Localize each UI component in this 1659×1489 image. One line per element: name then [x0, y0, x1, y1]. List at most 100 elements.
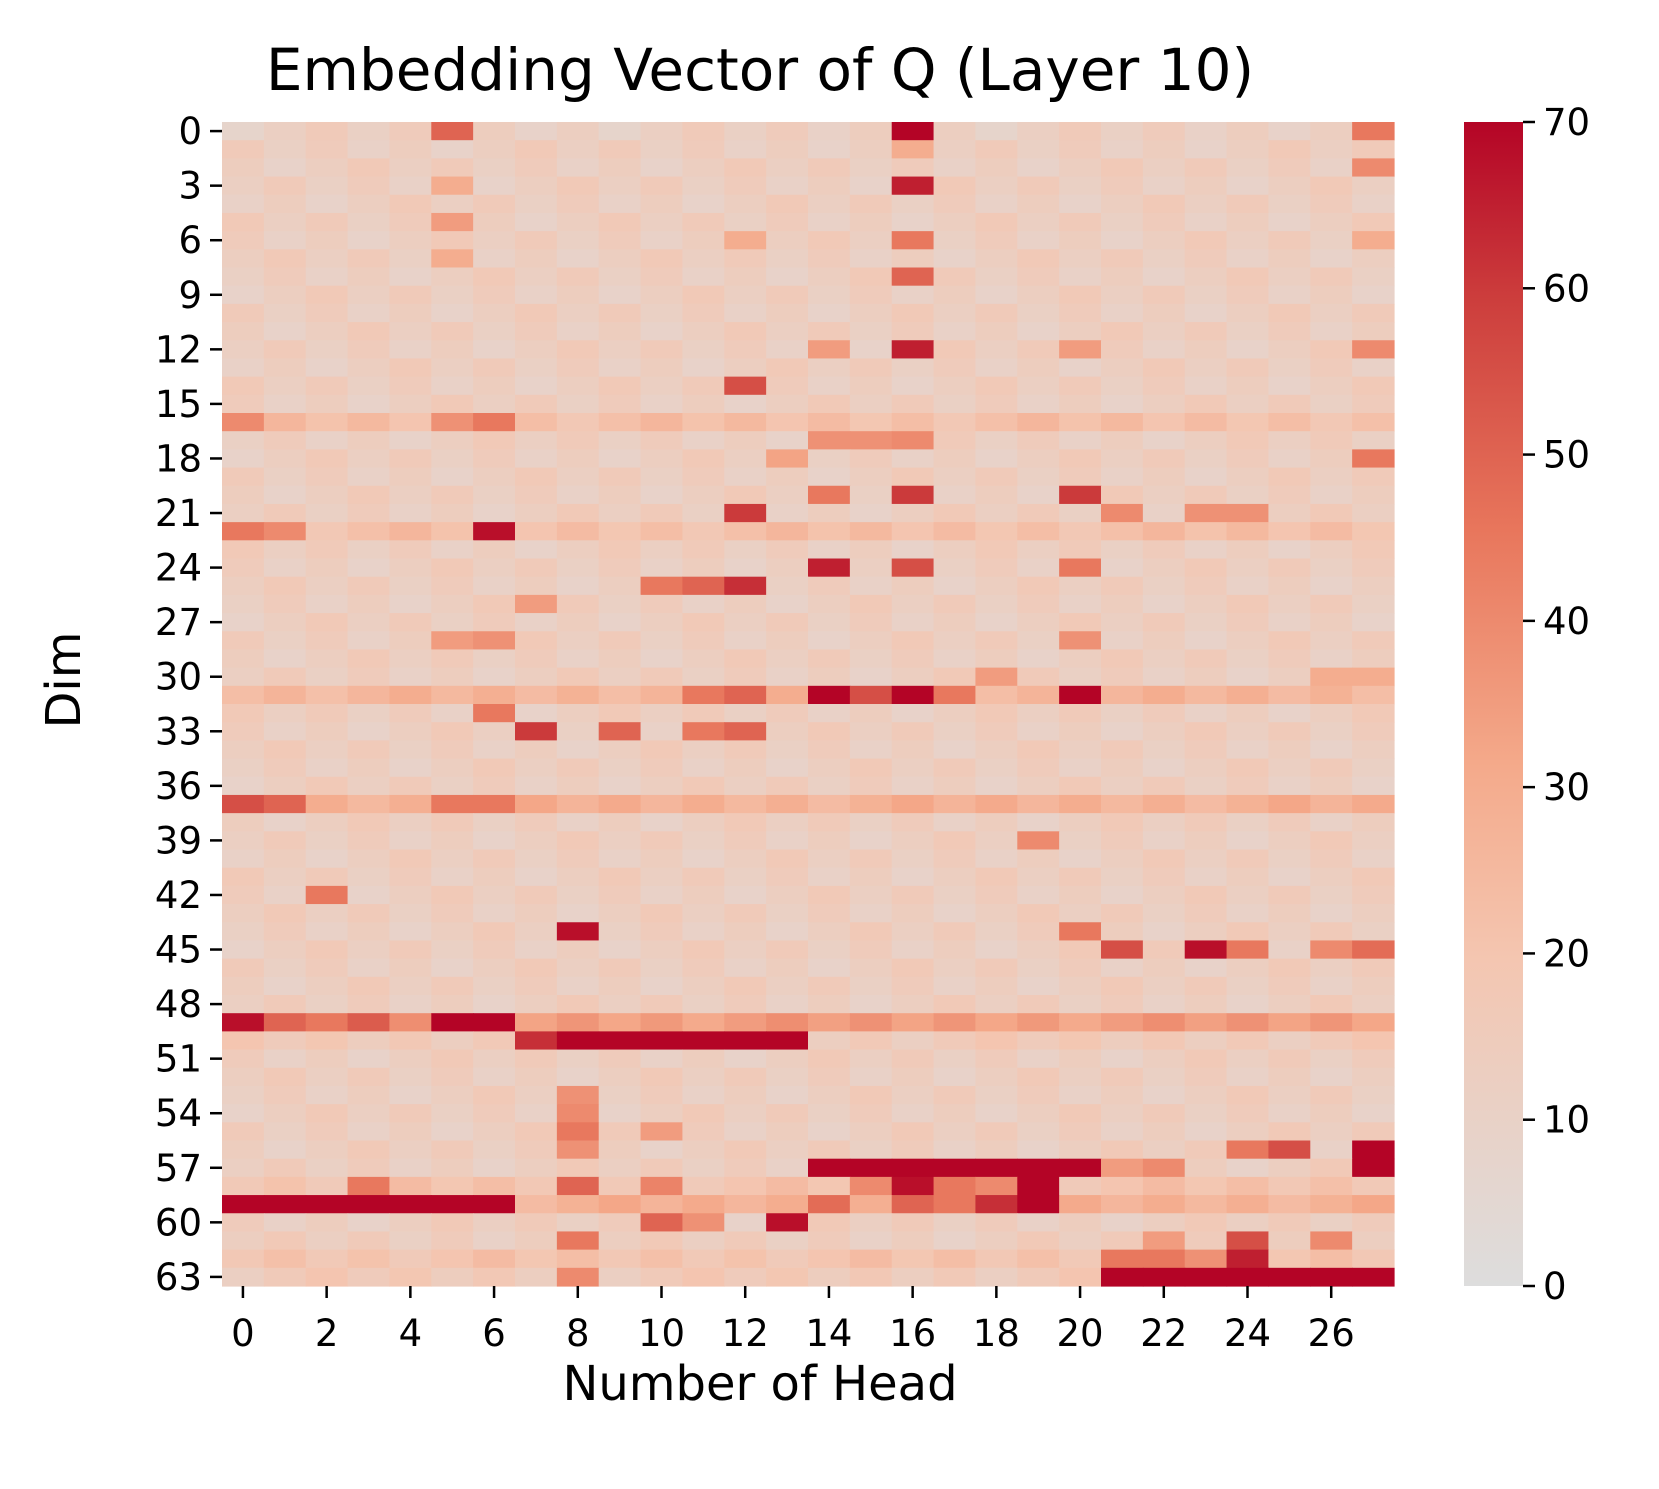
heatmap-cell: [724, 776, 767, 796]
heatmap-cell: [682, 322, 725, 341]
heatmap-cell: [1352, 394, 1395, 414]
heatmap-cell: [640, 1031, 684, 1051]
heatmap-cell: [1226, 122, 1270, 141]
heatmap-cell: [1184, 940, 1228, 960]
heatmap-cell: [891, 522, 935, 541]
heatmap-cell: [1142, 467, 1186, 487]
heatmap-cell: [389, 995, 432, 1014]
heatmap-cell: [1352, 503, 1395, 523]
heatmap-cell: [1017, 522, 1060, 541]
heatmap-cell: [1268, 358, 1311, 378]
heatmap-cell: [682, 1249, 725, 1269]
heatmap-cell: [347, 176, 391, 196]
heatmap-cell: [1352, 358, 1395, 378]
heatmap-cell: [1184, 1249, 1228, 1269]
heatmap-cell: [808, 413, 851, 432]
heatmap-cell: [1310, 358, 1353, 378]
heatmap-cell: [1017, 740, 1060, 760]
heatmap-cell: [1352, 1122, 1395, 1142]
heatmap-cell: [1352, 576, 1395, 596]
heatmap-cell: [263, 485, 307, 505]
heatmap-cell: [891, 267, 935, 287]
heatmap-cell: [263, 249, 307, 269]
heatmap-cell: [1310, 849, 1353, 869]
heatmap-cell: [1352, 885, 1395, 905]
heatmap-cell: [556, 376, 600, 396]
heatmap-cell: [431, 885, 474, 905]
heatmap-cell: [598, 576, 642, 596]
heatmap-cell: [1017, 867, 1060, 887]
heatmap-cell: [766, 1267, 809, 1287]
heatmap-cell: [1184, 631, 1228, 651]
heatmap-cell: [682, 831, 725, 851]
heatmap-cell: [1142, 813, 1186, 832]
heatmap-cell: [766, 1067, 809, 1087]
heatmap-cell: [598, 1195, 642, 1214]
heatmap-cell: [1101, 485, 1144, 505]
heatmap-cell: [1101, 540, 1144, 560]
heatmap-cell: [556, 594, 600, 614]
heatmap-cell: [640, 1067, 684, 1087]
heatmap-cell: [598, 1085, 642, 1105]
heatmap-cell: [1101, 776, 1144, 796]
heatmap-cell: [473, 613, 516, 632]
heatmap-cell: [556, 704, 600, 723]
heatmap-cell: [1059, 413, 1102, 432]
heatmap-cell: [1268, 794, 1311, 814]
y-tick-label: 18: [155, 437, 202, 480]
heatmap-cell: [515, 831, 558, 851]
heatmap-cell: [263, 831, 307, 851]
heatmap-cell: [473, 1104, 516, 1123]
heatmap-cell: [808, 558, 851, 578]
heatmap-cell: [640, 122, 684, 141]
heatmap-cell: [1226, 1013, 1270, 1032]
heatmap-cell: [724, 267, 767, 287]
heatmap-cell: [1352, 376, 1395, 396]
heatmap-cell: [933, 522, 977, 541]
heatmap-cell: [222, 140, 265, 159]
heatmap-cell: [766, 267, 809, 287]
heatmap-cell: [849, 340, 893, 360]
heatmap-cell: [305, 1267, 349, 1287]
heatmap-cell: [222, 376, 265, 396]
heatmap-cell: [305, 776, 349, 796]
heatmap-cell: [1017, 376, 1060, 396]
heatmap-cell: [724, 394, 767, 414]
heatmap-cell: [1059, 776, 1102, 796]
heatmap-cell: [1310, 904, 1353, 923]
heatmap-cell: [263, 285, 307, 305]
heatmap-cell: [1268, 667, 1311, 687]
heatmap-cell: [598, 122, 642, 141]
heatmap-cell: [1059, 613, 1102, 632]
heatmap-cell: [1310, 1067, 1353, 1087]
heatmap-cell: [808, 1085, 851, 1105]
heatmap-cell: [431, 1122, 474, 1142]
heatmap-cell: [1226, 576, 1270, 596]
heatmap-cell: [1101, 394, 1144, 414]
heatmap-cell: [556, 485, 600, 505]
heatmap-cell: [1226, 249, 1270, 269]
heatmap-cell: [766, 413, 809, 432]
heatmap-cell: [389, 1195, 432, 1214]
heatmap-cell: [933, 249, 977, 269]
heatmap-cell: [1352, 794, 1395, 814]
heatmap-cell: [808, 467, 851, 487]
heatmap-cell: [975, 503, 1018, 523]
heatmap-cell: [389, 904, 432, 923]
heatmap-cell: [263, 122, 307, 141]
heatmap-cell: [766, 540, 809, 560]
heatmap-cell: [682, 1122, 725, 1142]
heatmap-cell: [933, 576, 977, 596]
heatmap-cell: [431, 303, 474, 323]
heatmap-cell: [1352, 995, 1395, 1014]
heatmap-cell: [515, 140, 558, 159]
heatmap-cell: [263, 1122, 307, 1142]
heatmap-cell: [975, 449, 1018, 469]
chart-title: Embedding Vector of Q (Layer 10): [266, 36, 1254, 104]
heatmap-cell: [724, 940, 767, 960]
heatmap-cell: [556, 540, 600, 560]
heatmap-cell: [473, 303, 516, 323]
heatmap-cell: [682, 1176, 725, 1196]
heatmap-cell: [1017, 813, 1060, 832]
heatmap-cell: [1101, 1067, 1144, 1087]
